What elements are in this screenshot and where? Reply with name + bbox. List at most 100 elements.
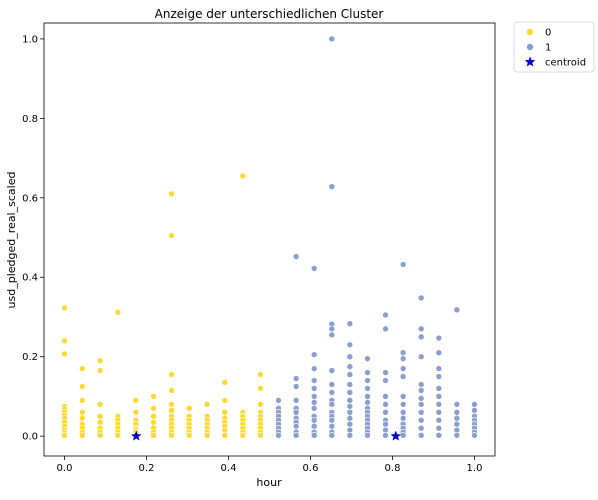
cluster-0-point [239, 432, 247, 439]
cluster-1-point [399, 365, 407, 372]
cluster-1-point [399, 261, 407, 268]
cluster-1-point [417, 424, 425, 432]
cluster-1-point [453, 409, 461, 416]
cluster-1-point [310, 385, 318, 392]
cluster-0-point [203, 432, 211, 439]
cluster-0-point [150, 432, 157, 439]
cluster-0-point [185, 405, 193, 412]
cluster-0-point [79, 383, 86, 390]
x-tick-label: 0.2 [139, 463, 155, 474]
cluster-1-point [346, 397, 354, 404]
cluster-1-point [382, 432, 389, 439]
cluster-1-point [292, 432, 300, 439]
cluster-1-point [364, 432, 371, 439]
cluster-0-point [257, 401, 264, 408]
centroid-marker [130, 430, 142, 441]
cluster-0-point [221, 379, 229, 386]
cluster-1-point [435, 385, 443, 392]
cluster-0-point [185, 432, 193, 439]
cluster-0-point [203, 401, 211, 408]
cluster-0-point [79, 409, 86, 416]
cluster-1-point [328, 422, 336, 430]
cluster-1-point [364, 399, 371, 406]
cluster-1-point [346, 320, 354, 328]
cluster-1-point [453, 401, 461, 408]
cluster-1-point [364, 369, 371, 376]
legend-box [513, 21, 595, 73]
legend-entry-label: 1 [545, 43, 551, 54]
cluster-0-point [96, 357, 104, 364]
y-axis-label: usd_pledged_real_scaled [5, 172, 18, 309]
cluster-0-point [150, 393, 157, 400]
y-axis-ticks: 0.0 0.2 0.4 0.6 0.8 1.0 [22, 34, 44, 443]
cluster-0-point [257, 385, 264, 392]
cluster-0-point [114, 432, 122, 439]
x-tick-label: 1.0 [467, 463, 483, 474]
cluster-1-point [435, 334, 443, 342]
cluster-1-point [364, 385, 371, 392]
cluster-1-point [382, 325, 389, 333]
cluster-1-point [399, 409, 407, 416]
cluster-1-point [328, 331, 336, 339]
cluster-1-point [346, 381, 354, 388]
cluster-1-point [328, 35, 336, 43]
cluster-1-point [346, 414, 354, 422]
cluster-1-point [346, 409, 354, 416]
cluster-0-point [96, 418, 104, 426]
x-tick-label: 0.6 [303, 463, 319, 474]
cluster-1-point [310, 393, 318, 400]
cluster-1-point [328, 416, 336, 424]
cluster-1-point [435, 401, 443, 408]
cluster-1-point [382, 409, 389, 416]
y-tick-label: 0.4 [22, 273, 38, 284]
cluster-0-point [79, 397, 86, 404]
cluster-0-point [132, 409, 140, 416]
cluster-1-point [417, 381, 425, 388]
cluster-1-point [292, 409, 300, 416]
cluster-1-point [417, 409, 425, 416]
cluster-1-point [417, 416, 425, 424]
centroid-marker [390, 430, 402, 441]
cluster-0-point [150, 405, 157, 412]
cluster-1-point [346, 371, 354, 378]
cluster-0-point [150, 418, 157, 426]
cluster-0-point [221, 432, 229, 439]
cluster-1-point [471, 432, 478, 439]
cluster-0-point [132, 397, 140, 404]
cluster-0-point [96, 412, 104, 420]
cluster-1-point [346, 363, 354, 370]
cluster-0-point [221, 397, 229, 404]
cluster-1-point [310, 265, 318, 272]
cluster-1-point [435, 409, 443, 416]
x-axis-label: hour [256, 476, 282, 489]
cluster-0-point [150, 412, 157, 420]
cluster-0-point [61, 304, 68, 312]
x-tick-label: 0.8 [385, 463, 401, 474]
plot-frame [43, 22, 496, 457]
y-tick-label: 1.0 [22, 34, 38, 45]
cluster-1-point [292, 397, 300, 404]
cluster-1-point [453, 306, 461, 314]
cluster-1-point [417, 294, 425, 302]
cluster-1-point [453, 414, 461, 422]
cluster-1-point [328, 389, 336, 396]
cluster-0-point [114, 308, 122, 316]
x-tick-label: 0.0 [57, 463, 73, 474]
cluster-1-point [399, 393, 407, 400]
cluster-1-point [435, 349, 443, 357]
cluster-1-point [346, 389, 354, 396]
cluster-1-point [310, 432, 318, 439]
cluster-0-point [168, 432, 175, 439]
cluster-1-point [275, 432, 282, 439]
legend-cluster-1-marker [526, 43, 534, 51]
cluster-0-point [79, 432, 86, 439]
cluster-1-point [346, 403, 354, 410]
legend-centroid-marker [524, 56, 536, 67]
legend-entry-label: centroid [545, 58, 586, 69]
cluster-1-point [417, 387, 425, 394]
cluster-1-point [417, 401, 425, 408]
cluster-1-point [417, 395, 425, 402]
cluster-1-point [310, 377, 318, 384]
cluster-1-point [382, 369, 389, 376]
cluster-1-point [346, 341, 354, 349]
